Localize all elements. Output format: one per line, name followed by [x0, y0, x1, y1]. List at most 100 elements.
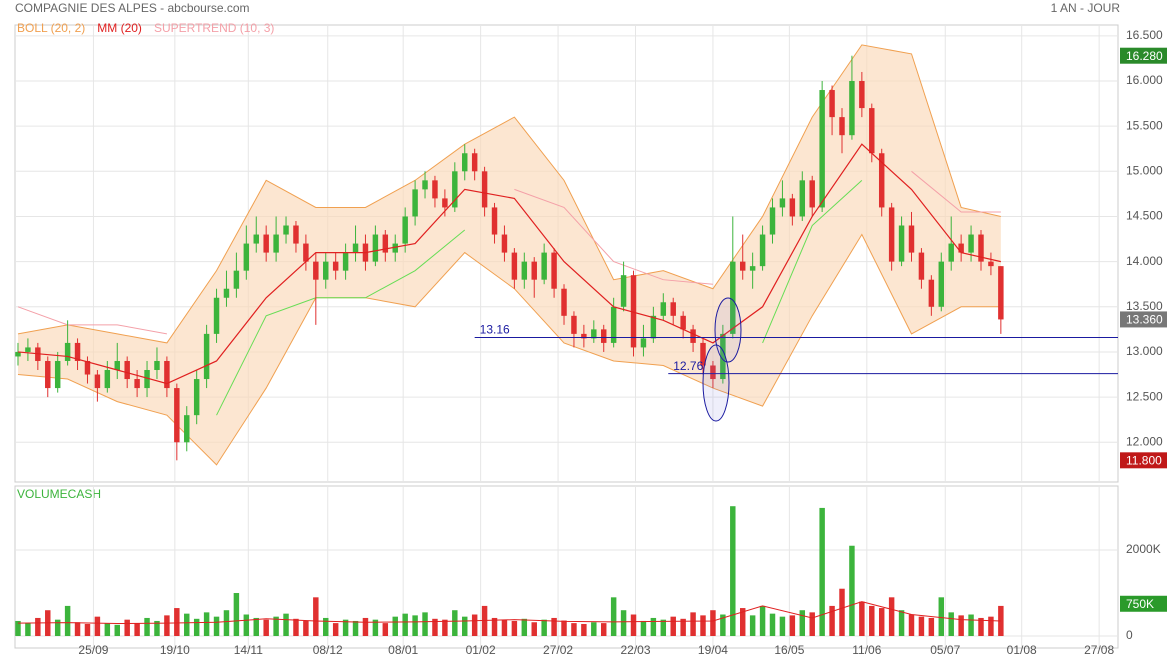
x-tick-label: 22/03 — [620, 643, 650, 657]
volume-bar — [799, 610, 806, 636]
candle-body — [849, 80, 855, 136]
band-fill — [17, 44, 1001, 465]
candle-body — [372, 234, 379, 262]
x-tick-label: 11/06 — [852, 643, 881, 657]
candle-body — [730, 261, 736, 334]
candle-body — [422, 180, 428, 190]
volume-bar — [392, 616, 398, 636]
volume-bar — [928, 617, 935, 636]
volume-title: VOLUMECASH — [17, 487, 101, 501]
candle-body — [412, 189, 418, 217]
price-mark-label: 16.280 — [1126, 49, 1163, 63]
x-tick-label: 05/07 — [930, 643, 960, 657]
candle-body — [104, 370, 111, 389]
volume-bar — [213, 616, 220, 636]
volume-bar — [432, 618, 438, 636]
volume-bar — [243, 614, 250, 636]
candle-body — [134, 379, 140, 389]
candle-body — [650, 315, 657, 339]
volume-bar — [859, 601, 865, 636]
volume-bar — [332, 623, 339, 636]
candle-body — [382, 234, 389, 253]
volume-bar — [779, 616, 786, 636]
volume-bar — [323, 617, 329, 636]
candle-body — [253, 234, 259, 244]
candle-body — [402, 216, 408, 244]
y-tick-label: 2000K — [1126, 542, 1161, 556]
candle-body — [184, 415, 190, 443]
candle-body — [223, 288, 230, 298]
candle-body — [869, 108, 875, 154]
volume-bar — [938, 597, 945, 636]
candle-body — [263, 234, 269, 253]
candle-body — [859, 80, 865, 109]
candle-body — [243, 243, 250, 271]
candle-body — [710, 365, 716, 380]
volume-bar — [819, 507, 825, 636]
volume-bar — [700, 615, 706, 636]
volume-bar — [273, 616, 279, 636]
volume-bar — [610, 597, 617, 636]
candle-body — [779, 198, 786, 208]
volume-bar — [64, 605, 71, 636]
x-tick-label: 27/02 — [543, 643, 573, 657]
candle-body — [432, 180, 438, 199]
volume-bar — [481, 605, 488, 636]
candle-body — [442, 198, 448, 208]
volume-bar — [223, 610, 230, 636]
candle-body — [54, 360, 61, 389]
volume-bar — [471, 614, 478, 636]
candle-body — [630, 275, 637, 348]
volume-bar — [144, 617, 150, 636]
volume-bar — [670, 616, 676, 636]
candle-body — [690, 329, 696, 343]
volume-bar — [342, 619, 349, 636]
volume-bar — [948, 612, 954, 636]
volume-bar — [869, 605, 875, 636]
price-mark-label: 11.800 — [1126, 453, 1162, 467]
hline-label: 13.16 — [480, 323, 510, 337]
period: 1 AN - JOUR — [1051, 1, 1121, 15]
candle-body — [739, 261, 746, 271]
volume-bar — [74, 622, 81, 636]
volume-bar — [521, 618, 528, 636]
x-tick-label: 25/09 — [78, 643, 108, 657]
annotation-ellipse — [702, 344, 730, 422]
x-tick-label: 08/01 — [388, 643, 418, 657]
candle-body — [154, 360, 160, 371]
y-tick-label: 14.000 — [1126, 254, 1163, 268]
volume-bar — [541, 619, 547, 636]
candle-body — [84, 360, 91, 375]
volume-bar — [749, 615, 756, 636]
candle-body — [888, 207, 895, 262]
candle-body — [144, 370, 150, 389]
volume-bar — [25, 623, 31, 636]
volume-bar — [720, 614, 726, 636]
x-tick-label: 14/11 — [234, 643, 263, 657]
x-tick-label: 16/05 — [774, 643, 804, 657]
boll-upper — [17, 44, 1001, 344]
candle-body — [809, 180, 815, 208]
volume-bar — [84, 623, 91, 636]
volume-bar — [491, 617, 498, 636]
y-tick-label: 16.500 — [1126, 28, 1163, 42]
volume-bar — [581, 623, 587, 636]
candle-body — [213, 297, 220, 334]
candle-body — [998, 266, 1004, 320]
candle-body — [471, 153, 478, 172]
volume-bar — [184, 613, 190, 636]
candle-body — [452, 171, 458, 208]
candle-body — [462, 153, 468, 172]
legend-entry: SUPERTREND (10, 3) — [154, 21, 274, 35]
volume-bar — [164, 615, 170, 636]
volume-ma — [17, 601, 1001, 625]
volume-bar — [710, 610, 716, 636]
volume-bar — [263, 619, 269, 636]
volume-bar — [134, 623, 140, 636]
volume-bar — [680, 618, 686, 636]
candle-body — [491, 207, 498, 235]
volume-bar — [730, 506, 736, 636]
volume-bar — [591, 622, 597, 636]
candle-body — [610, 306, 617, 343]
candle-body — [700, 342, 706, 366]
